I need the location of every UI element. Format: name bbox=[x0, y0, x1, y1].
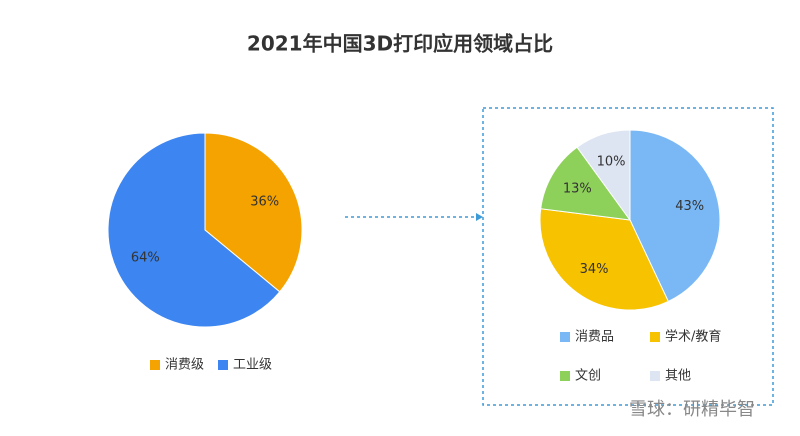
pie-slice bbox=[540, 146, 632, 221]
legend-label: 消费级 bbox=[165, 358, 204, 373]
slice-label: 34% bbox=[580, 262, 609, 277]
slice-label: 36% bbox=[250, 194, 279, 209]
detail-box bbox=[482, 107, 774, 406]
pie-slice bbox=[539, 208, 669, 311]
legend-swatch bbox=[560, 371, 570, 381]
legend-label: 消费品 bbox=[575, 330, 614, 345]
slice-label: 64% bbox=[131, 251, 160, 266]
pie-slice bbox=[576, 129, 631, 222]
slice-label: 13% bbox=[563, 181, 592, 196]
legend-swatch bbox=[560, 332, 570, 342]
pie-slice bbox=[204, 132, 303, 293]
legend-label: 学术/教育 bbox=[665, 329, 721, 345]
arrow-head bbox=[476, 213, 483, 221]
pie-slice bbox=[629, 129, 721, 303]
legend-label: 工业级 bbox=[233, 358, 272, 373]
legend-swatch bbox=[150, 360, 160, 370]
legend-label: 其他 bbox=[665, 369, 691, 384]
pie-slice bbox=[107, 132, 281, 328]
slice-label: 10% bbox=[597, 154, 626, 169]
slice-label: 43% bbox=[675, 199, 704, 214]
legend-swatch bbox=[650, 332, 660, 342]
legend-swatch bbox=[650, 371, 660, 381]
legend-swatch bbox=[218, 360, 228, 370]
legend-label: 文创 bbox=[575, 369, 601, 384]
chart-title: 2021年中国3D打印应用领域占比 bbox=[247, 32, 553, 56]
watermark: 雪球：研精毕智 bbox=[629, 399, 755, 420]
